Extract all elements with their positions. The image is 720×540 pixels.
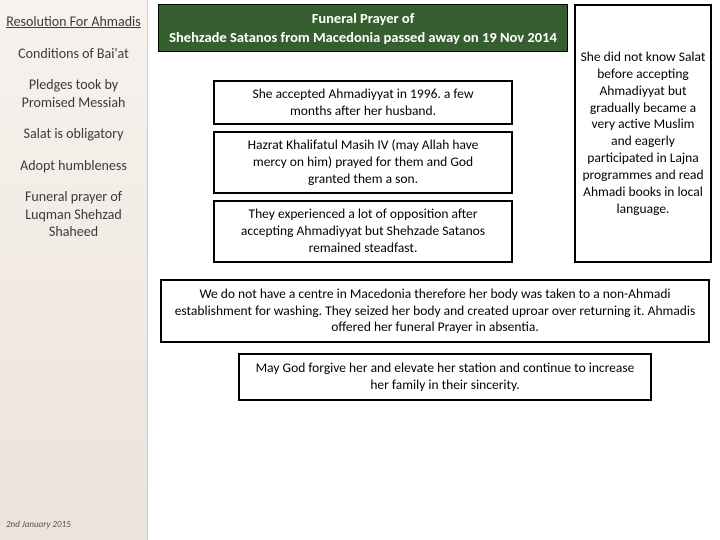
sidebar-item-resolution[interactable]: Resolution For Ahmadis [0, 6, 147, 38]
info-box-1: She accepted Ahmadiyyat in 1996. a few m… [213, 80, 513, 126]
main-content: Funeral Prayer of Shehzade Satanos from … [150, 0, 720, 540]
right-summary-box: She did not know Salat before accepting … [574, 4, 712, 263]
sidebar-item-funeral[interactable]: Funeral prayer of Luqman Shehzad Shaheed [0, 181, 147, 248]
header-line1: Funeral Prayer of [312, 9, 415, 27]
info-box-2: Hazrat Khalifatul Masih IV (may Allah ha… [213, 131, 513, 194]
header-box: Funeral Prayer of Shehzade Satanos from … [158, 4, 568, 52]
date-label: 2nd January 2015 [6, 519, 71, 530]
wide-box: We do not have a centre in Macedonia the… [160, 279, 710, 344]
sidebar-item-pledges[interactable]: Pledges took by Promised Messiah [0, 69, 147, 118]
info-box-3: They experienced a lot of opposition aft… [213, 200, 513, 263]
content-row: Funeral Prayer of Shehzade Satanos from … [158, 4, 712, 263]
footer-box: May God forgive her and elevate her stat… [238, 353, 652, 401]
info-column: She accepted Ahmadiyyat in 1996. a few m… [158, 52, 568, 263]
sidebar-item-salat[interactable]: Salat is obligatory [0, 118, 147, 150]
left-column: Funeral Prayer of Shehzade Satanos from … [158, 4, 568, 263]
sidebar-item-conditions[interactable]: Conditions of Bai'at [0, 38, 147, 70]
sidebar-item-humbleness[interactable]: Adopt humbleness [0, 150, 147, 182]
sidebar: Resolution For Ahmadis Conditions of Bai… [0, 0, 148, 540]
header-line2: Shehzade Satanos from Macedonia passed a… [169, 28, 557, 46]
